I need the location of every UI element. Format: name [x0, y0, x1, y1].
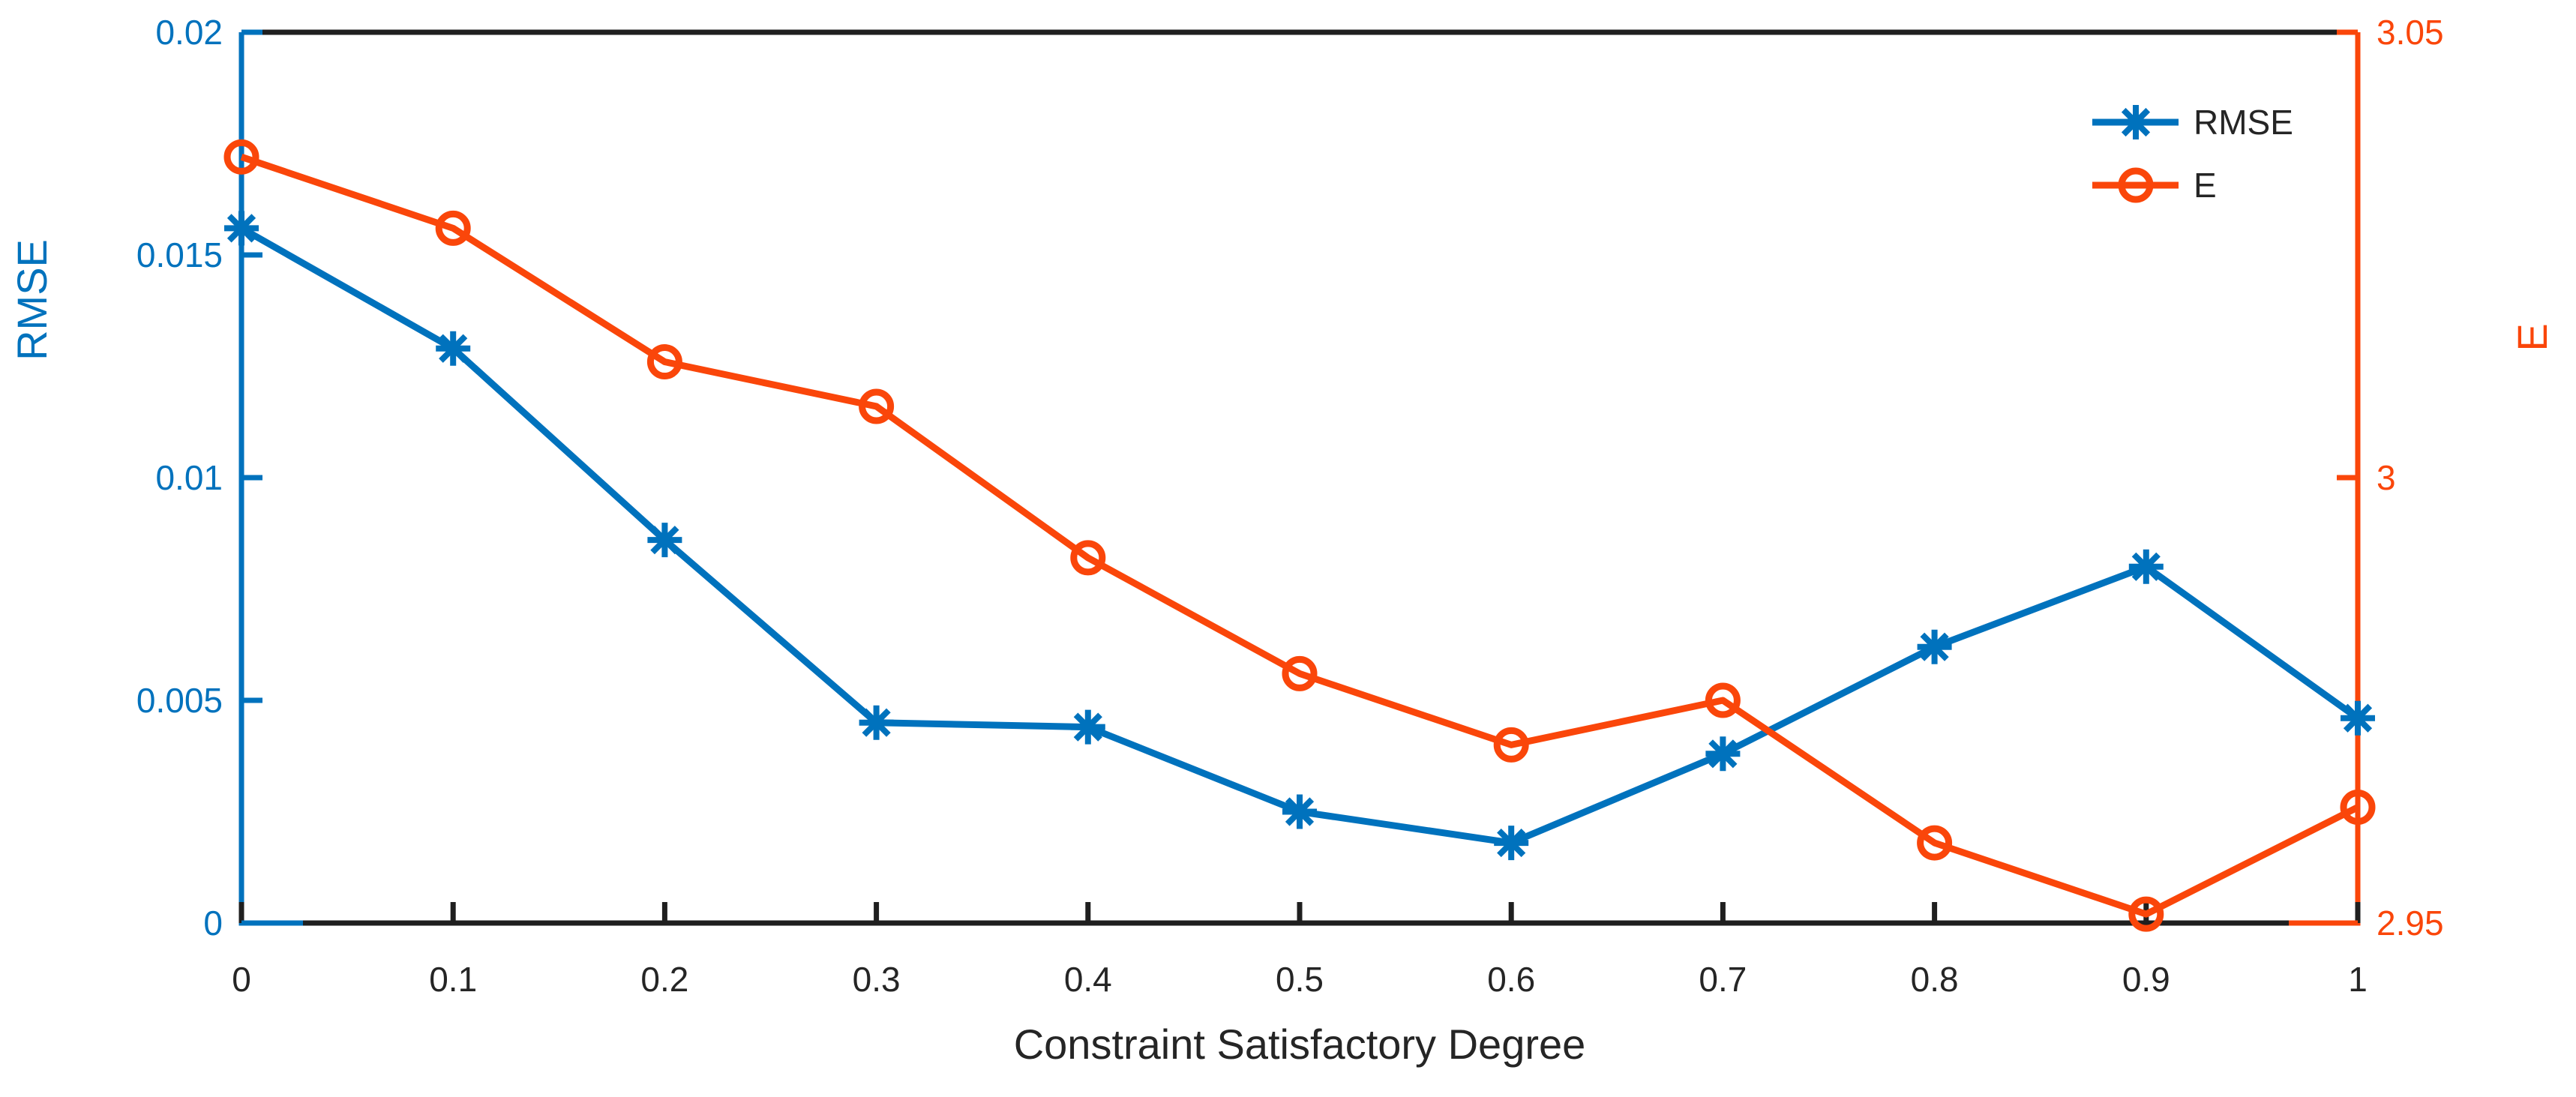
data-point-circle: [1282, 655, 1318, 691]
right-tick-label: 3: [2377, 458, 2396, 497]
data-point-circle: [1070, 540, 1106, 576]
right-axis-label: E: [2509, 323, 2556, 351]
legend-samples: [2092, 105, 2179, 203]
legend-label-e: E: [2194, 166, 2217, 205]
data-point-asterisk: [224, 211, 259, 246]
data-point-circle: [1493, 727, 1529, 763]
x-tick-label: 0.9: [2122, 960, 2170, 999]
asterisk-spoke: [1285, 797, 1315, 826]
legend-circle-marker: [2118, 167, 2154, 203]
left-tick-label: 0: [203, 904, 223, 943]
x-tick-label: 0.7: [1699, 960, 1747, 999]
x-tick-label: 0.6: [1487, 960, 1535, 999]
asterisk-spoke: [1497, 828, 1526, 858]
series-rmse-line: [239, 225, 2360, 847]
right-tick-label: 3.05: [2377, 13, 2444, 52]
asterisk-spoke: [2343, 703, 2373, 733]
x-tick-label: 0.3: [853, 960, 901, 999]
asterisk-spoke: [2121, 107, 2151, 137]
left-axis-label: RMSE: [8, 239, 55, 361]
data-point-asterisk: [1282, 794, 1317, 829]
x-tick-label: 0.5: [1276, 960, 1324, 999]
data-point-circle: [859, 388, 895, 424]
data-point-circle: [2128, 896, 2164, 932]
data-point-circle: [2340, 790, 2376, 826]
left-tick-label: 0.005: [136, 681, 223, 720]
x-tick-label: 1: [2348, 960, 2368, 999]
data-point-asterisk: [2128, 549, 2164, 584]
asterisk-spoke: [2131, 552, 2161, 581]
data-point-circle: [646, 344, 682, 380]
x-axis-label: Constraint Satisfactory Degree: [1014, 1021, 1586, 1068]
legend-label-rmse: RMSE: [2194, 103, 2293, 142]
legend: RMSE E: [2092, 103, 2293, 205]
x-tick-label: 0.1: [429, 960, 477, 999]
data-point-asterisk: [1917, 629, 1952, 664]
data-point-asterisk: [2341, 700, 2375, 736]
left-tick-label: 0.015: [136, 235, 223, 274]
asterisk-spoke: [650, 526, 679, 555]
data-point-asterisk: [859, 705, 894, 740]
x-tick-label: 0: [232, 960, 251, 999]
data-point-asterisk: [1705, 736, 1741, 772]
left-tick-label: 0.02: [155, 13, 223, 52]
data-point-circle: [223, 139, 259, 175]
asterisk-spoke: [226, 214, 256, 243]
asterisk-spoke: [862, 708, 891, 737]
x-tick-label: 0.2: [640, 960, 688, 999]
asterisk-spoke: [1073, 712, 1102, 742]
right-tick-label: 2.95: [2377, 904, 2444, 943]
data-point-circle: [435, 210, 471, 246]
data-point-circle: [1917, 825, 1953, 861]
plot-layer: 0 0.1 0.2 0.3 0.4 0.5 0.6 0.7 0.8 0.9 1 0 0.005 0.01 0…: [136, 13, 2444, 999]
asterisk-spoke: [1920, 632, 1949, 661]
left-tick-label: 0.01: [155, 458, 223, 497]
data-point-asterisk: [1494, 826, 1529, 861]
data-point-asterisk: [647, 523, 682, 558]
series-e-line: [240, 154, 2360, 918]
data-point-asterisk: [436, 331, 471, 366]
x-tick-label: 0.4: [1064, 960, 1112, 999]
asterisk-spoke: [1708, 739, 1738, 769]
asterisk-spoke: [439, 334, 468, 363]
legend-asterisk-marker: [2119, 105, 2153, 139]
x-tick-label: 0.8: [1911, 960, 1959, 999]
data-point-asterisk: [1070, 709, 1105, 745]
data-point-circle: [1705, 682, 1741, 718]
